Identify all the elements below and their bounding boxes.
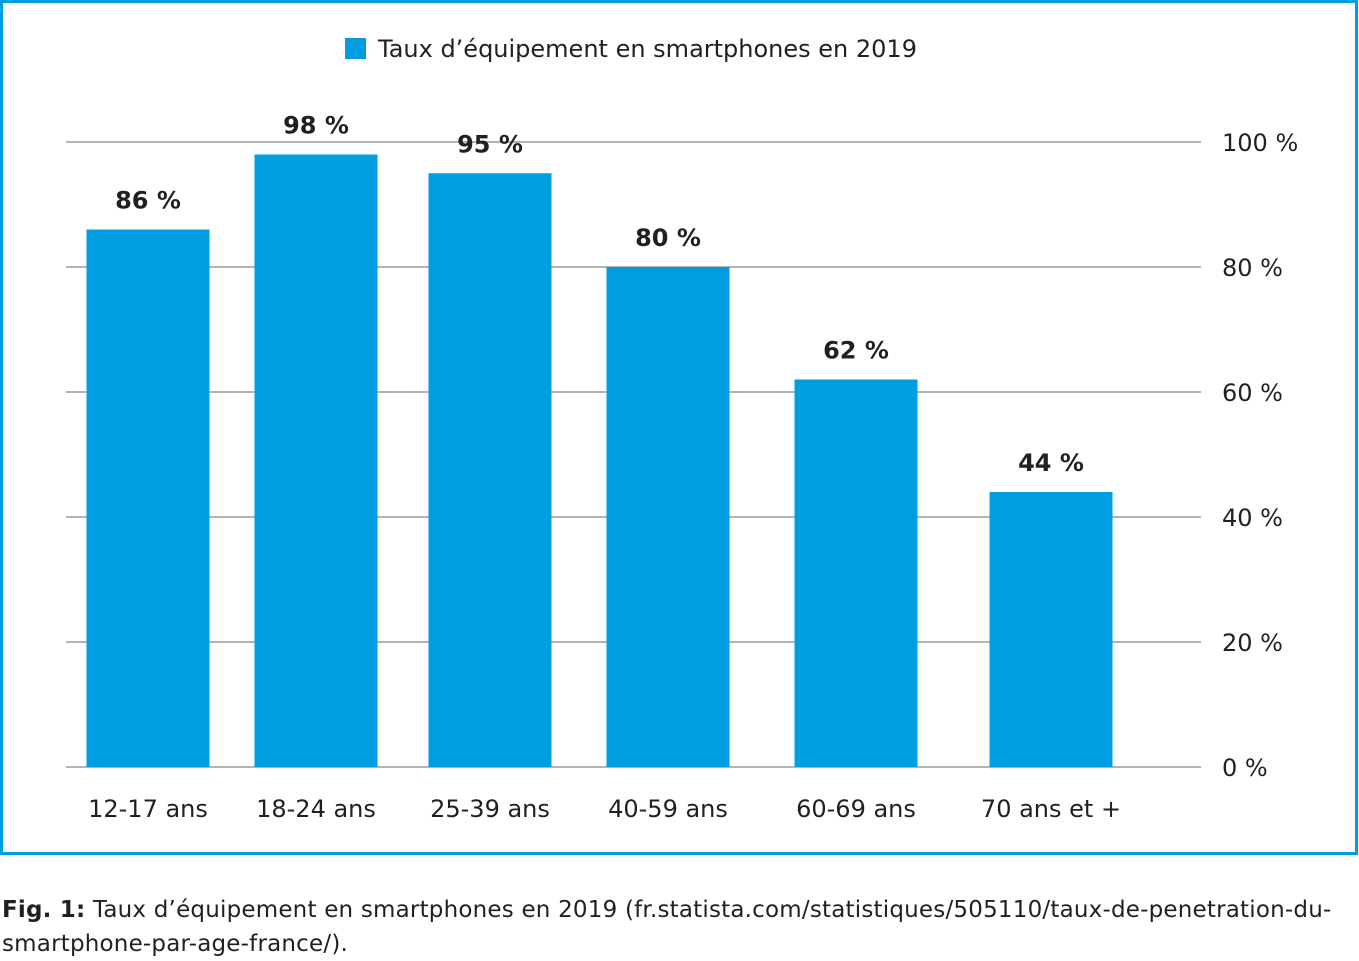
x-tick-label: 12-17 ans	[88, 795, 208, 823]
bar	[989, 492, 1113, 767]
bar	[254, 154, 378, 767]
legend-label: Taux d’équipement en smartphones en 2019	[377, 35, 917, 63]
x-tick-label: 60-69 ans	[796, 795, 916, 823]
data-label: 80 %	[635, 224, 701, 252]
x-tick-label: 70 ans et +	[981, 795, 1121, 823]
y-tick-label: 40 %	[1222, 504, 1283, 532]
data-label: 86 %	[115, 187, 181, 215]
y-tick-label: 80 %	[1222, 254, 1283, 282]
caption-label: Fig. 1:	[2, 897, 86, 923]
y-tick-label: 20 %	[1222, 629, 1283, 657]
bar-chart: 0 % 20 % 40 % 60 % 80 % 100 % 86 % 12-17 ans 98 …	[0, 0, 1358, 855]
data-label: 62 %	[823, 337, 889, 365]
y-tick-label: 100 %	[1222, 129, 1298, 157]
data-label: 95 %	[457, 130, 523, 158]
figure-caption: Fig. 1: Taux d’équipement en smartphones…	[2, 893, 1352, 961]
caption-text: Taux d’équipement en smartphones en 2019…	[2, 897, 1332, 957]
legend-swatch	[345, 38, 366, 59]
bar	[428, 173, 552, 767]
x-tick-label: 18-24 ans	[256, 795, 376, 823]
bar	[86, 229, 210, 767]
data-label: 98 %	[283, 112, 349, 140]
y-tick-label: 60 %	[1222, 379, 1283, 407]
chart-frame: 0 % 20 % 40 % 60 % 80 % 100 % 86 % 12-17 ans 98 …	[0, 0, 1358, 855]
data-label: 44 %	[1018, 449, 1084, 477]
chart-border	[0, 0, 1358, 855]
y-tick-label: 0 %	[1222, 754, 1268, 782]
bar	[606, 267, 730, 767]
x-tick-label: 40-59 ans	[608, 795, 728, 823]
bar	[794, 379, 918, 767]
x-tick-label: 25-39 ans	[430, 795, 550, 823]
